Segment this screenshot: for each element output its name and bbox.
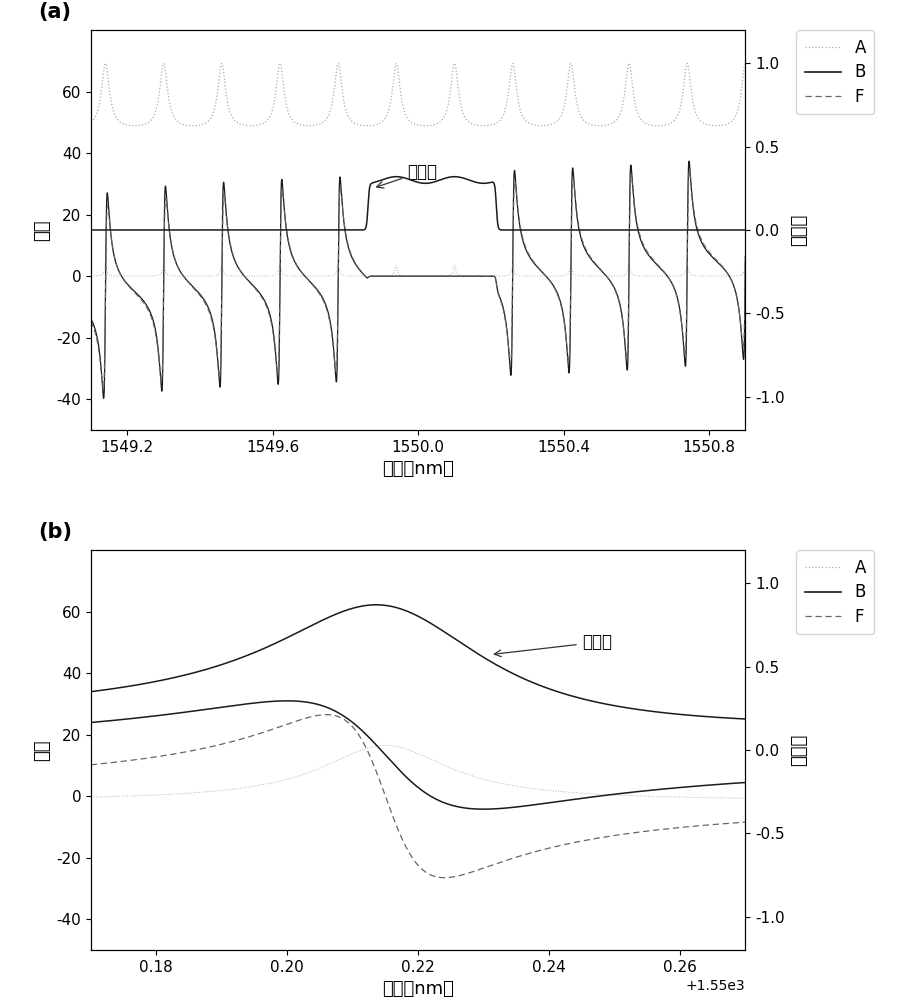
Legend: A, B, F: A, B, F	[796, 550, 874, 634]
Y-axis label: 系数: 系数	[33, 739, 51, 761]
Text: (b): (b)	[38, 522, 73, 542]
Text: (a): (a)	[38, 2, 72, 22]
X-axis label: 波长（nm）: 波长（nm）	[382, 460, 454, 478]
Y-axis label: 透射率: 透射率	[790, 214, 808, 246]
X-axis label: 波长（nm）: 波长（nm）	[382, 980, 454, 998]
Y-axis label: 透射率: 透射率	[790, 734, 808, 766]
Legend: A, B, F: A, B, F	[796, 30, 874, 114]
Y-axis label: 系数: 系数	[33, 219, 51, 241]
Text: 透射谱: 透射谱	[376, 163, 437, 188]
Text: 透射谱: 透射谱	[494, 633, 612, 657]
